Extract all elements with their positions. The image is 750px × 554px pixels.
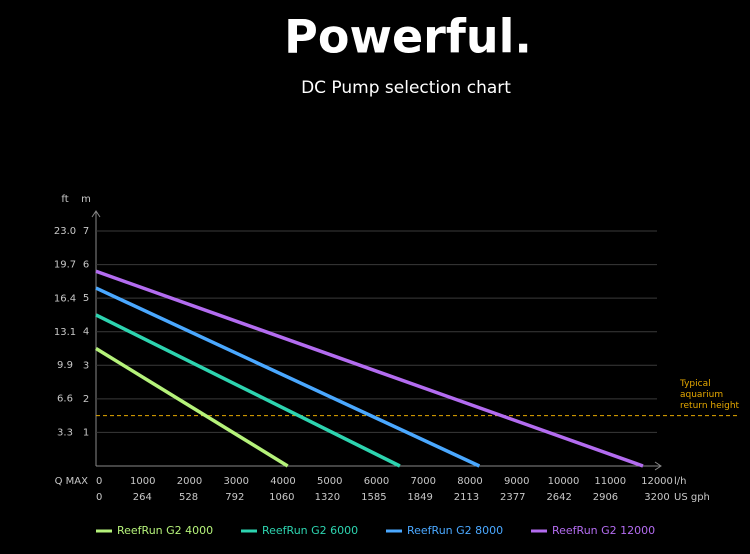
- reference-label: aquarium: [680, 390, 723, 400]
- x2-tick-label: 2377: [500, 492, 525, 503]
- y2-tick-label: 19.7: [54, 260, 76, 271]
- series-line: [95, 286, 481, 468]
- chart-subtitle: DC Pump selection chart: [301, 78, 511, 98]
- x-tick-label: 7000: [411, 476, 436, 487]
- x2-tick-label: 1585: [361, 492, 386, 503]
- x2-tick-label: 3200: [644, 492, 669, 503]
- y2-tick-label: 23.0: [54, 226, 76, 237]
- x-tick-label: 4000: [270, 476, 295, 487]
- y2-tick-label: 3.3: [57, 427, 73, 438]
- x-tick-label: 3000: [224, 476, 249, 487]
- legend-label: ReefRun G2 8000: [407, 524, 503, 537]
- x-tick-label: 0: [96, 476, 102, 487]
- reference-label: Typical: [679, 379, 711, 389]
- x-row-label: Q MAX: [55, 476, 89, 487]
- chart-title: Powerful.: [284, 10, 532, 64]
- series-line: [95, 313, 401, 468]
- y2-tick-label: 16.4: [54, 293, 76, 304]
- x2-tick-label: 0: [96, 492, 102, 503]
- x-axis-arrow: [654, 461, 662, 471]
- x-tick-label: 11000: [594, 476, 626, 487]
- series-line: [95, 347, 289, 468]
- legend-label: ReefRun G2 12000: [552, 524, 655, 537]
- x-tick-label: 1000: [130, 476, 155, 487]
- y-tick-label: 3: [83, 360, 89, 371]
- y-tick-label: 1: [83, 427, 89, 438]
- x2-tick-label: 2113: [454, 492, 479, 503]
- legend-label: ReefRun G2 6000: [262, 524, 358, 537]
- x2-axis-label: US gph: [674, 492, 710, 503]
- x-tick-label: 10000: [548, 476, 580, 487]
- x-axis-label: l/h: [674, 476, 687, 487]
- x-tick-label: 5000: [317, 476, 342, 487]
- y-tick-label: 5: [83, 293, 89, 304]
- y-tick-label: 4: [83, 327, 89, 338]
- x2-tick-label: 264: [133, 492, 152, 503]
- x2-tick-label: 2906: [593, 492, 618, 503]
- x2-tick-label: 1320: [315, 492, 340, 503]
- y-tick-label: 7: [83, 226, 89, 237]
- y2-tick-label: 13.1: [54, 327, 76, 338]
- series-line: [95, 269, 644, 468]
- x-tick-label: 6000: [364, 476, 389, 487]
- y2-tick-label: 9.9: [57, 360, 73, 371]
- x-tick-label: 2000: [177, 476, 202, 487]
- x2-tick-label: 2642: [546, 492, 571, 503]
- y-tick-label: 6: [83, 260, 89, 271]
- y-tick-label: 2: [83, 394, 89, 405]
- x-tick-label: 8000: [457, 476, 482, 487]
- x-tick-label: 9000: [504, 476, 529, 487]
- y2-tick-label: 6.6: [57, 394, 73, 405]
- y-axis-label: m: [81, 194, 91, 205]
- y2-axis-label: ft: [61, 194, 68, 205]
- x2-tick-label: 528: [179, 492, 198, 503]
- y-axis-arrow: [91, 210, 101, 218]
- legend-label: ReefRun G2 4000: [117, 524, 213, 537]
- x2-tick-label: 1849: [407, 492, 432, 503]
- x2-tick-label: 792: [225, 492, 244, 503]
- x2-tick-label: 1060: [269, 492, 294, 503]
- reference-label: return height: [680, 401, 740, 411]
- x-tick-label: 12000: [641, 476, 673, 487]
